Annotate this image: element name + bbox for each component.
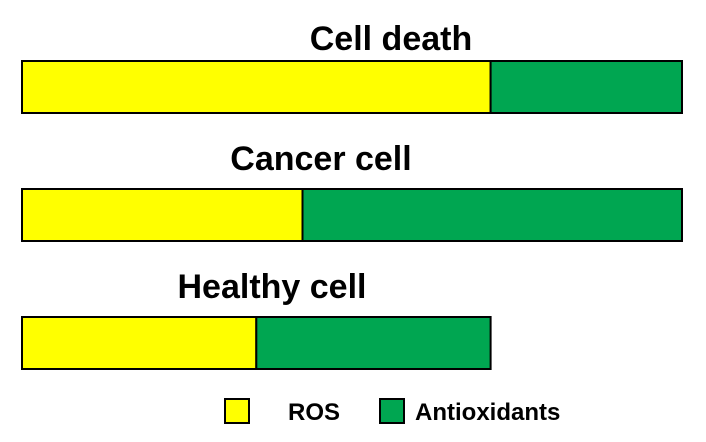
legend: ROS Antioxidants: [224, 398, 560, 426]
bar-segment-cell-death-antioxidants: [489, 60, 683, 114]
bar-segment-cell-death-ros: [21, 60, 492, 114]
bar-segment-cancer-cell-antioxidants: [301, 188, 683, 242]
bar-title-healthy-cell: Healthy cell: [178, 268, 367, 306]
legend-label-ros: ROS: [288, 399, 340, 426]
bar-title-cancer-cell: Cancer cell: [230, 140, 411, 178]
bar-segment-cancer-cell-ros: [21, 188, 304, 242]
bar-segment-healthy-cell-antioxidants: [255, 316, 492, 370]
legend-label-antioxidants: Antioxidants: [415, 399, 560, 426]
bars-group: Cell death Cancer cell Healthy cell: [21, 20, 683, 370]
bar-segment-healthy-cell-ros: [21, 316, 258, 370]
legend-swatch-ros: [224, 398, 250, 424]
legend-swatch-antioxidants: [379, 398, 405, 424]
bar-title-cell-death: Cell death: [310, 20, 472, 58]
